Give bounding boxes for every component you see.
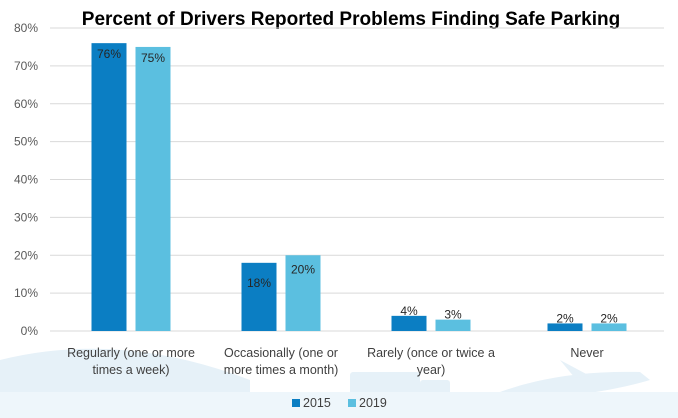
category-label: Occasionally (one or <box>224 346 338 360</box>
y-tick-label: 50% <box>14 135 38 149</box>
data-label-2019: 75% <box>141 51 165 65</box>
ground-strip <box>0 392 678 418</box>
category-label: Regularly (one or more <box>67 346 195 360</box>
x-axis-categories: Regularly (one or more times a week) Occas… <box>67 346 604 377</box>
bar-2015 <box>547 323 583 331</box>
bars <box>91 43 627 332</box>
data-label-2019: 2% <box>600 311 618 325</box>
category-label: Rarely (once or twice a <box>367 346 495 360</box>
data-label-2015: 2% <box>556 311 574 325</box>
bar-2019 <box>591 323 627 331</box>
data-label-2015: 76% <box>97 47 121 61</box>
bar-2019 <box>285 255 321 331</box>
legend-label-2015: 2015 <box>303 396 331 410</box>
y-tick-label: 40% <box>14 173 38 187</box>
data-label-2019: 20% <box>291 262 315 276</box>
bar-2015 <box>241 262 277 331</box>
legend-swatch-2015 <box>292 399 300 407</box>
data-labels: 76% 18% 4% 2% 75% 20% 3% 2% <box>97 47 618 325</box>
y-tick-label: 80% <box>14 21 38 35</box>
y-tick-label: 20% <box>14 248 38 262</box>
plane-tail-silhouette <box>560 360 590 378</box>
y-tick-label: 70% <box>14 59 38 73</box>
category-label: times a week) <box>92 363 169 377</box>
data-label-2015: 4% <box>400 304 418 318</box>
y-tick-label: 0% <box>21 324 39 338</box>
y-tick-label: 10% <box>14 286 38 300</box>
bar-2019 <box>135 46 171 331</box>
category-label: Never <box>570 346 603 360</box>
chart-title: Percent of Drivers Reported Problems Fin… <box>82 9 620 30</box>
category-label: year) <box>417 363 445 377</box>
legend-label-2019: 2019 <box>359 396 387 410</box>
y-tick-label: 30% <box>14 210 38 224</box>
y-tick-label: 60% <box>14 97 38 111</box>
bar-2015 <box>91 43 127 332</box>
data-label-2015: 18% <box>247 276 271 290</box>
bar-2019 <box>435 319 471 331</box>
bar-2015 <box>391 315 427 331</box>
y-axis-ticks: 0% 10% 20% 30% 40% 50% 60% 70% 80% <box>14 21 38 338</box>
legend-swatch-2019 <box>348 399 356 407</box>
category-label: more times a month) <box>224 363 339 377</box>
legend: 2015 2019 <box>292 396 387 410</box>
data-label-2019: 3% <box>444 308 462 322</box>
